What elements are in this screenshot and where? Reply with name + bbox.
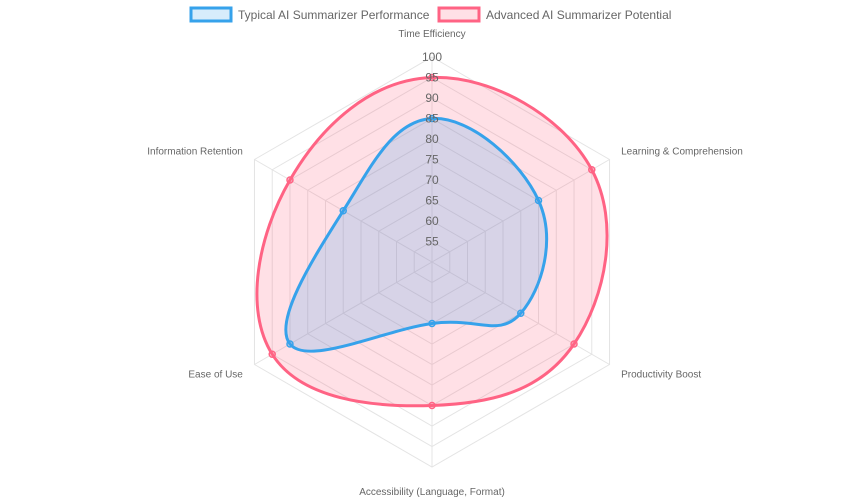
tick-label-100: 100 [422, 50, 442, 64]
tick-label-95: 95 [425, 71, 439, 85]
point-advanced-5[interactable] [286, 176, 294, 184]
tick-label-80: 80 [425, 132, 439, 146]
radar-tick-labels: 55 60 65 70 75 80 85 90 95 100 [422, 50, 442, 249]
series-area-typical [284, 116, 549, 353]
legend: Typical AI Summarizer Performance Advanc… [189, 6, 671, 23]
point-advanced-3[interactable] [428, 401, 436, 410]
tick-label-75: 75 [425, 153, 439, 167]
legend-label-advanced: Advanced AI Summarizer Potential [486, 8, 671, 22]
point-typical-1[interactable] [534, 196, 543, 205]
axis-label-0: Time Efficiency [398, 29, 465, 40]
legend-swatch-typical [189, 6, 233, 23]
grid-spoke-1 [431, 159, 610, 263]
radar-axis-labels: Time Efficiency Learning & Comprehension P… [147, 29, 743, 498]
point-typical-5[interactable] [339, 207, 347, 215]
tick-label-90: 90 [425, 91, 439, 105]
point-advanced-0[interactable] [428, 73, 436, 82]
axis-label-5: Information Retention [147, 147, 243, 158]
axis-label-2: Productivity Boost [621, 370, 701, 381]
point-typical-2[interactable] [517, 309, 525, 317]
grid-spoke-4 [254, 261, 433, 365]
legend-item-advanced[interactable]: Advanced AI Summarizer Potential [437, 6, 671, 23]
legend-swatch-advanced [437, 6, 481, 23]
point-advanced-2[interactable] [570, 340, 578, 348]
tick-label-70: 70 [425, 173, 439, 187]
legend-item-typical[interactable]: Typical AI Summarizer Performance [189, 6, 430, 23]
axis-label-4: Ease of Use [188, 370, 243, 381]
tick-label-55: 55 [425, 235, 439, 249]
point-advanced-4[interactable] [268, 350, 276, 358]
point-typical-4[interactable] [286, 340, 294, 348]
legend-label-typical: Typical AI Summarizer Performance [238, 8, 430, 22]
radar-series [255, 73, 609, 410]
axis-label-3: Accessibility (Language, Format) [359, 487, 505, 498]
series-area-advanced [255, 75, 609, 408]
point-advanced-1[interactable] [588, 166, 596, 174]
tick-label-85: 85 [425, 112, 439, 126]
tick-label-65: 65 [425, 194, 439, 208]
axis-label-1: Learning & Comprehension [621, 147, 743, 158]
point-typical-0[interactable] [428, 114, 436, 123]
tick-label-60: 60 [425, 214, 439, 228]
point-typical-3[interactable] [428, 319, 436, 328]
